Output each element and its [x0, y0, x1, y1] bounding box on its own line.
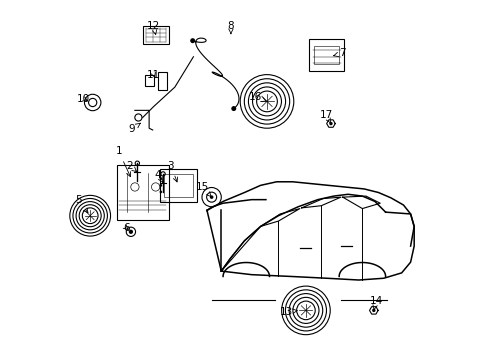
Text: 2: 2	[126, 161, 136, 172]
Circle shape	[209, 195, 213, 199]
Text: 4: 4	[154, 170, 163, 183]
Circle shape	[128, 230, 133, 234]
Text: 14: 14	[368, 296, 382, 310]
Text: 13: 13	[280, 307, 297, 317]
Text: 10: 10	[76, 94, 89, 104]
Circle shape	[231, 106, 236, 111]
Circle shape	[160, 191, 162, 193]
Text: 1: 1	[115, 147, 130, 177]
Text: 3: 3	[167, 161, 177, 182]
Circle shape	[160, 184, 162, 186]
Circle shape	[371, 309, 375, 312]
Text: 9: 9	[128, 123, 140, 134]
Text: 8: 8	[227, 21, 234, 33]
Text: 11: 11	[147, 69, 160, 80]
Text: 12: 12	[146, 21, 160, 35]
Text: 7: 7	[333, 48, 346, 58]
Text: 17: 17	[319, 110, 332, 123]
Text: 6: 6	[123, 223, 130, 233]
Circle shape	[160, 178, 162, 180]
Text: 16: 16	[249, 92, 265, 102]
Circle shape	[190, 38, 195, 43]
Circle shape	[328, 122, 332, 125]
Text: 15: 15	[195, 182, 211, 197]
Text: 5: 5	[75, 195, 88, 213]
